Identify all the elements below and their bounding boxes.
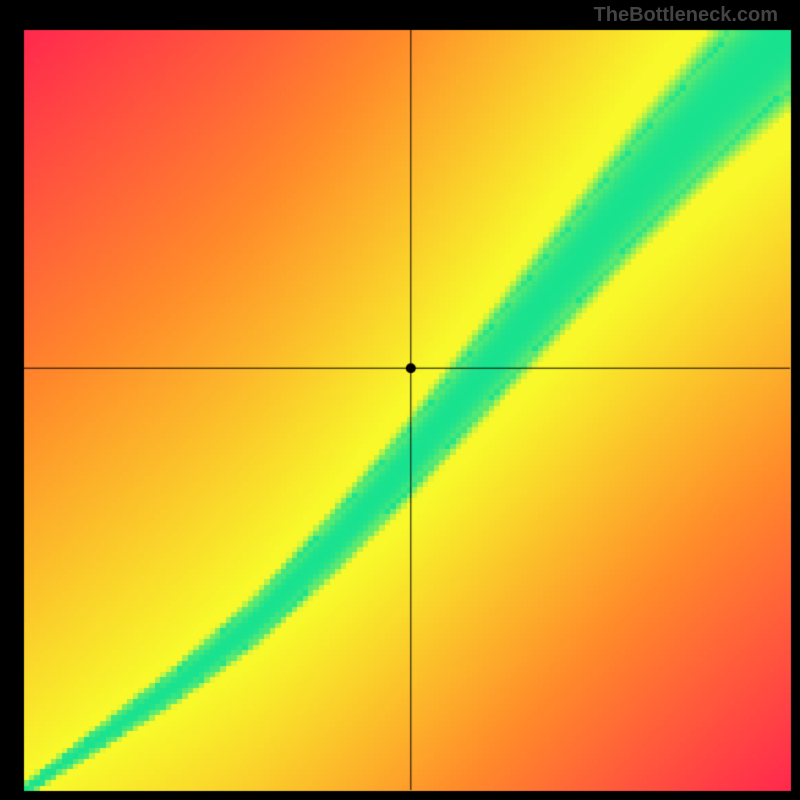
watermark-text: TheBottleneck.com [594,4,778,27]
bottleneck-heatmap-canvas [0,0,800,800]
bottleneck-heatmap-container: TheBottleneck.com [0,0,800,800]
